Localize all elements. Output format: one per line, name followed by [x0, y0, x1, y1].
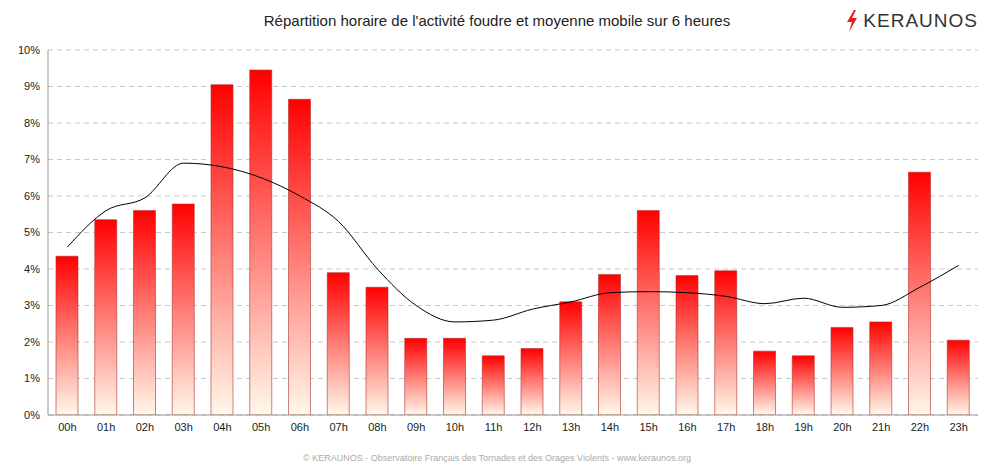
svg-text:7%: 7% [24, 153, 40, 165]
svg-text:11h: 11h [485, 421, 503, 433]
svg-text:07h: 07h [329, 421, 347, 433]
html-text:© KERAUNOS - Observatoire Fran: © KERAUNOS - Observatoire Français des T… [303, 453, 691, 463]
svg-text:16h: 16h [678, 421, 696, 433]
svg-text:0%: 0% [24, 409, 40, 421]
svg-text:23h: 23h [949, 421, 967, 433]
svg-text:15h: 15h [639, 421, 657, 433]
svg-text:5%: 5% [24, 226, 40, 238]
html-text:KERAUNOS: KERAUNOS [863, 10, 978, 31]
svg-text:21h: 21h [872, 421, 890, 433]
svg-text:08h: 08h [368, 421, 386, 433]
svg-text:1%: 1% [24, 372, 40, 384]
svg-text:05h: 05h [252, 421, 270, 433]
svg-text:09h: 09h [407, 421, 425, 433]
svg-text:02h: 02h [136, 421, 154, 433]
svg-text:20h: 20h [833, 421, 851, 433]
svg-text:22h: 22h [911, 421, 929, 433]
html-text:Répartition horaire de l'activ: Répartition horaire de l'activité foudre… [263, 12, 731, 29]
svg-text:00h: 00h [58, 421, 76, 433]
svg-text:06h: 06h [291, 421, 309, 433]
svg-text:2%: 2% [24, 336, 40, 348]
svg-text:04h: 04h [213, 421, 231, 433]
svg-text:4%: 4% [24, 263, 40, 275]
svg-text:6%: 6% [24, 190, 40, 202]
svg-text:12h: 12h [523, 421, 541, 433]
svg-text:14h: 14h [601, 421, 619, 433]
svg-text:03h: 03h [174, 421, 192, 433]
svg-text:9%: 9% [24, 80, 40, 92]
svg-text:19h: 19h [794, 421, 812, 433]
svg-text:10%: 10% [18, 44, 40, 56]
svg-text:01h: 01h [97, 421, 115, 433]
svg-text:13h: 13h [562, 421, 580, 433]
svg-text:10h: 10h [446, 421, 464, 433]
svg-text:17h: 17h [717, 421, 735, 433]
svg-text:18h: 18h [756, 421, 774, 433]
svg-text:3%: 3% [24, 299, 40, 311]
svg-text:8%: 8% [24, 117, 40, 129]
